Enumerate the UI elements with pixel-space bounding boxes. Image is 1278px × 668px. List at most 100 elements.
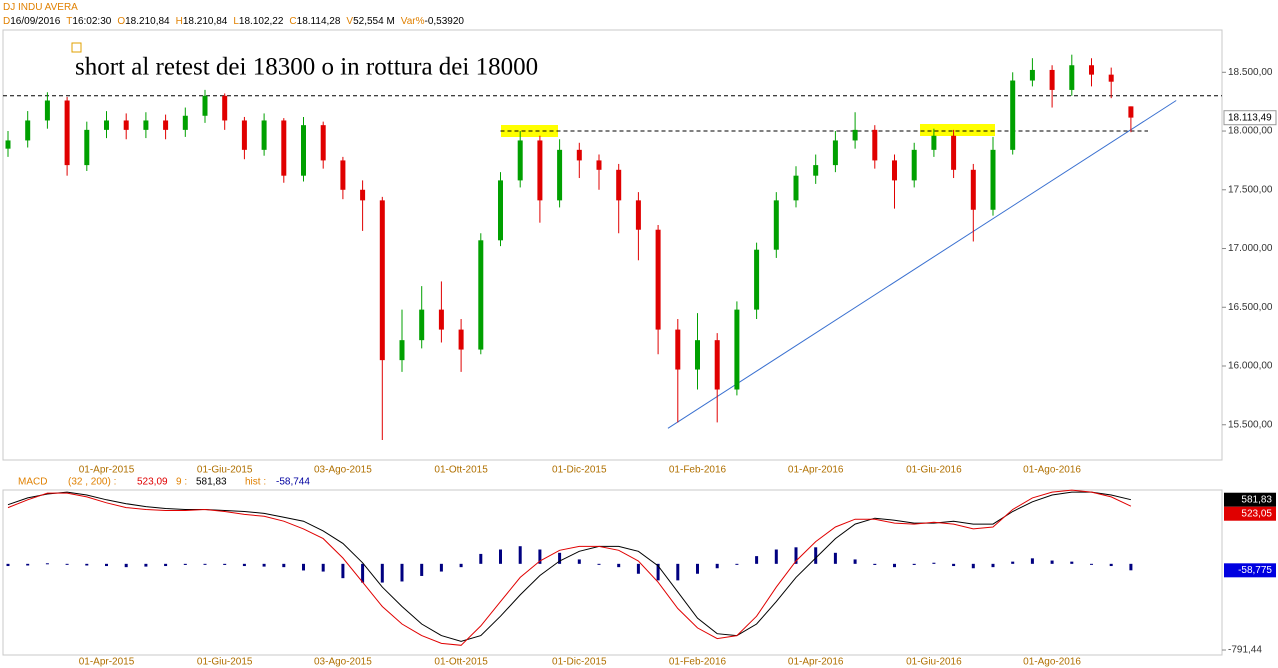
annotation-icon xyxy=(71,42,82,53)
macd-line xyxy=(7,491,1132,642)
quote-field: T16:02:30 xyxy=(66,16,111,27)
hist-bar xyxy=(833,552,837,564)
candle-body xyxy=(773,200,779,250)
hist-bar xyxy=(774,549,778,564)
value-box-label: 581,83 xyxy=(1241,494,1272,505)
x-tick-label: 01-Ago-2016 xyxy=(1023,465,1081,476)
candle-body xyxy=(872,129,878,161)
macd-legend: -58,744 xyxy=(276,477,310,488)
candle-body xyxy=(695,340,700,370)
field-value: -0,53920 xyxy=(424,16,464,27)
field-key: D xyxy=(3,16,11,27)
candle-body xyxy=(458,329,464,350)
candle-body xyxy=(951,135,957,170)
hist-bar xyxy=(518,546,522,564)
hist-bar xyxy=(26,563,30,566)
value-box-label: -58,775 xyxy=(1238,565,1272,576)
hist-bar xyxy=(676,563,680,581)
field-value: 52,554 M xyxy=(353,16,395,27)
hist-bar xyxy=(538,549,542,564)
candle-body xyxy=(1128,106,1134,118)
candle-body xyxy=(990,149,996,210)
field-value: 18.114,28 xyxy=(296,16,341,27)
candle-body xyxy=(143,120,149,130)
candle-body xyxy=(1049,69,1055,90)
candle-body xyxy=(438,309,444,330)
hist-bar xyxy=(479,553,483,564)
value-box xyxy=(1224,492,1276,507)
hist-bar xyxy=(361,563,365,583)
hist-bar xyxy=(1070,561,1074,564)
x-tick-label: 01-Ott-2015 xyxy=(434,465,488,476)
hist-bar xyxy=(164,563,168,567)
candle-body xyxy=(399,340,405,361)
field-key: Var% xyxy=(400,16,425,27)
candle-body xyxy=(1089,65,1094,75)
candle-body xyxy=(1029,69,1035,81)
candle-body xyxy=(104,120,109,130)
candle-body xyxy=(714,340,720,390)
hist-bar xyxy=(203,563,207,565)
macd-legend: 9 : xyxy=(176,477,187,488)
value-box-label: 523,05 xyxy=(1241,508,1272,519)
candle-body xyxy=(911,149,917,181)
candle-body xyxy=(1069,65,1075,90)
hist-bar xyxy=(617,563,621,568)
macd-panel xyxy=(2,489,1223,656)
field-key: O xyxy=(117,16,126,27)
candle-body xyxy=(537,140,543,201)
last-price-label: 18.113,49 xyxy=(1228,112,1272,123)
hist-bar xyxy=(223,563,227,565)
hist-bar xyxy=(794,547,798,564)
header: DJ INDU AVERA D16/09/2016 T16:02:30 O18.21… xyxy=(3,1,470,29)
candle-body xyxy=(222,95,228,121)
hist-bar xyxy=(597,563,601,565)
hist-bar xyxy=(636,563,640,574)
candle-body xyxy=(616,169,622,201)
candle-body xyxy=(1010,80,1016,150)
field-value: 18.210,84 xyxy=(125,16,170,27)
x-tick-label: 01-Apr-2015 xyxy=(79,657,135,668)
candle-body xyxy=(970,169,976,210)
candle-body xyxy=(852,129,858,141)
hist-bar xyxy=(400,563,404,582)
y-tick-label: 18.500,00 xyxy=(1228,67,1273,78)
x-tick-label: 01-Apr-2015 xyxy=(79,465,135,476)
hist-bar xyxy=(696,563,699,574)
candle-body xyxy=(360,189,366,201)
quote-field: V52,554 M xyxy=(346,16,394,27)
hist-bar xyxy=(183,563,187,565)
hist-bar xyxy=(124,563,128,568)
candle-body xyxy=(596,160,602,170)
hist-bar xyxy=(873,563,877,565)
hist-bar xyxy=(577,559,581,564)
quote-field: Var%-0,53920 xyxy=(401,16,464,27)
candle-body xyxy=(340,160,346,190)
macd-legend: 523,09 xyxy=(137,477,168,488)
hist-bar xyxy=(893,563,896,568)
macd-legend: 581,83 xyxy=(196,477,227,488)
candle-body xyxy=(557,149,563,201)
candle-body xyxy=(123,120,129,130)
field-value: 16/09/2016 xyxy=(10,16,61,27)
hist-bar xyxy=(45,563,49,565)
quote-field: L18.102,22 xyxy=(233,16,283,27)
field-value: 18.210,84 xyxy=(182,16,228,27)
candle-body xyxy=(892,160,897,181)
y-tick-label: -791,44 xyxy=(1228,645,1262,656)
candle-body xyxy=(182,115,188,130)
candle-body xyxy=(281,120,287,176)
candle-body xyxy=(576,149,582,161)
candle-body xyxy=(478,240,484,350)
hist-bar xyxy=(144,563,148,567)
x-tick-label: 03-Ago-2015 xyxy=(314,657,372,668)
x-tick-label: 01-Ott-2015 xyxy=(434,657,488,668)
candle-body xyxy=(379,200,385,361)
y-tick-label: 17.500,00 xyxy=(1228,184,1273,195)
candle-body xyxy=(419,309,425,341)
y-tick-label: 16.500,00 xyxy=(1228,302,1273,313)
candle-body xyxy=(1108,74,1114,82)
quote-fields: D16/09/2016 T16:02:30 O18.210,84 H18.210,84… xyxy=(3,15,470,29)
y-tick-label: 15.500,00 xyxy=(1228,419,1273,430)
